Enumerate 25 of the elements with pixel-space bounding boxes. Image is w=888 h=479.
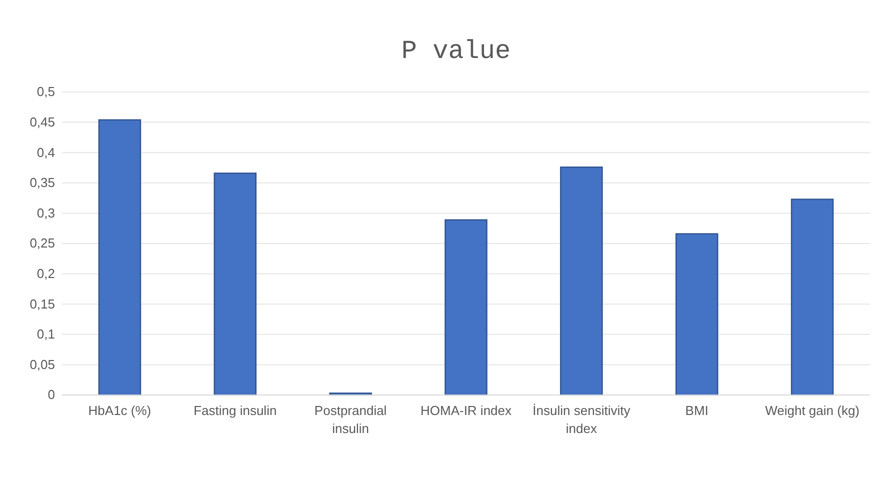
x-tick-label: BMI — [685, 403, 708, 418]
x-tick-label: HbA1c (%) — [88, 403, 152, 418]
bar — [560, 166, 603, 396]
y-tick-label: 0,5 — [36, 84, 55, 100]
x-tick-label: Postprandial insulin — [314, 403, 387, 436]
x-tick-label: HOMA-IR index — [420, 403, 512, 418]
y-tick-label: 0 — [48, 387, 55, 402]
x-tick-label: Fasting insulin — [194, 403, 277, 418]
y-tick-label: 0,4 — [36, 144, 55, 160]
y-tick-label: 0,3 — [36, 205, 55, 220]
y-tick-label: 0,15 — [30, 296, 55, 312]
bar — [98, 119, 142, 396]
y-tick-label: 0,05 — [30, 356, 55, 372]
bar — [675, 233, 718, 396]
y-tick-label: 0,1 — [36, 326, 55, 342]
y-tick-label: 0,45 — [30, 114, 55, 130]
chart-title: P value — [401, 36, 511, 66]
y-tick-label: 0,2 — [36, 266, 55, 281]
x-tick-label: İnsulin sensitivity index — [532, 403, 631, 436]
x-tick-label: Weight gain (kg) — [765, 403, 860, 418]
y-tick-label: 0,35 — [30, 175, 55, 190]
y-tick-label: 0,25 — [30, 236, 55, 251]
bar — [444, 219, 488, 396]
bar — [214, 172, 257, 396]
bar — [790, 198, 834, 396]
